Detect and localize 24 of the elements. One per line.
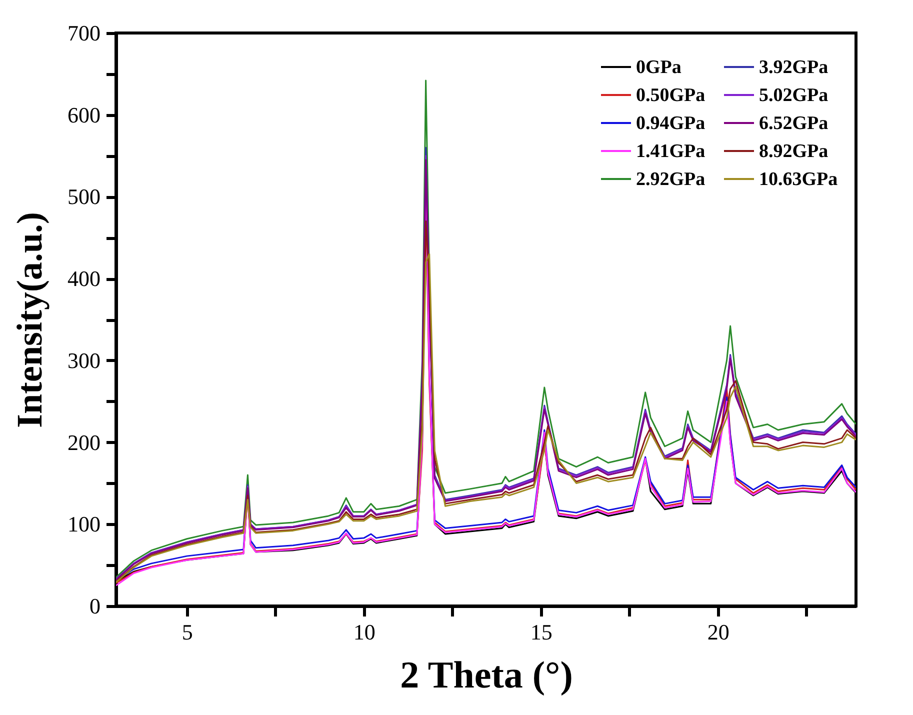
x-tick-label: 20	[707, 620, 730, 644]
y-tick-label: 700	[68, 20, 100, 46]
x-tick-label: 10	[353, 620, 376, 644]
legend-label: 0.50GPa	[636, 85, 706, 106]
y-tick-label: 100	[68, 512, 100, 537]
y-tick-label: 0	[90, 594, 100, 618]
legend-label: 2.92GPa	[636, 169, 706, 190]
x-tick-label: 5	[182, 620, 193, 644]
y-tick-label: 400	[68, 266, 100, 292]
x-tick-label: 15	[530, 620, 552, 644]
legend-label: 0GPa	[636, 57, 682, 78]
y-tick-label: 300	[68, 348, 100, 373]
legend-label: 10.63GPa	[759, 169, 838, 190]
legend-label: 3.92GPa	[759, 57, 829, 78]
x-axis-title: 2 Theta (°)	[400, 654, 573, 696]
y-tick-label: 200	[68, 430, 100, 455]
y-axis-title: Intensity(a.u.)	[10, 212, 50, 428]
y-tick-label: 600	[68, 102, 100, 128]
legend-label: 8.92GPa	[759, 141, 829, 162]
legend-label: 1.41GPa	[636, 141, 706, 162]
legend-label: 5.02GPa	[759, 85, 829, 106]
y-tick-label: 500	[68, 184, 100, 210]
legend-label: 6.52GPa	[759, 113, 829, 134]
legend-label: 0.94GPa	[636, 113, 706, 134]
